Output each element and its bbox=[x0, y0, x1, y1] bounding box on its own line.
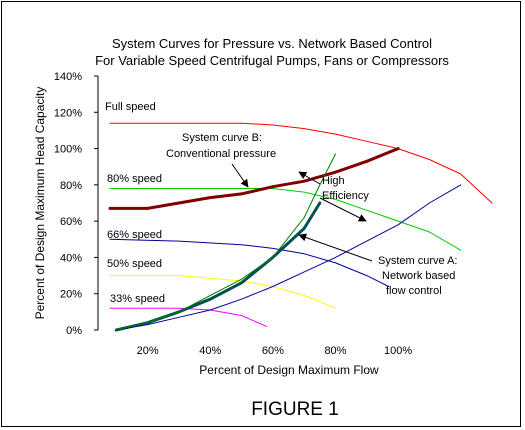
y-tick-label: 80% bbox=[60, 180, 82, 192]
label-50-speed: 50% speed bbox=[107, 258, 162, 270]
y-tick-label: 60% bbox=[60, 216, 82, 228]
label-curve-a-line1: System curve A: bbox=[378, 255, 457, 267]
figure-caption: FIGURE 1 bbox=[251, 399, 339, 420]
y-tick-labels: 0% 20% 40% 60% 80% 100% 120% 140% bbox=[54, 71, 98, 337]
x-tick-label: 20% bbox=[137, 345, 159, 357]
arrow-curve-a bbox=[298, 233, 373, 262]
y-tick-label: 120% bbox=[54, 107, 82, 119]
x-axis-label: Percent of Design Maximum Flow bbox=[199, 363, 379, 377]
y-tick-label: 100% bbox=[54, 144, 82, 156]
label-high-efficiency-line1: High bbox=[322, 175, 345, 187]
arrow-high-efficiency-up bbox=[298, 171, 321, 185]
x-tick-labels: 20% 40% 60% 80% 100% bbox=[137, 345, 413, 357]
label-80-speed: 80% speed bbox=[107, 173, 162, 185]
y-tick-label: 40% bbox=[60, 252, 82, 264]
arrow-curve-b bbox=[231, 163, 249, 188]
series-line-system-curve-b-conventional-pressure-5 bbox=[108, 147, 400, 210]
chart-subtitle: For Variable Speed Centrifugal Pumps, Fa… bbox=[95, 53, 449, 68]
series-layer bbox=[108, 122, 493, 332]
series-line-50-speed-3 bbox=[109, 275, 336, 309]
y-tick-label: 0% bbox=[66, 325, 82, 337]
annotations: Full speed 80% speed 66% speed 50% speed… bbox=[105, 101, 457, 305]
label-66-speed: 66% speed bbox=[107, 229, 162, 241]
x-tick-label: 100% bbox=[384, 345, 412, 357]
series-line-system-curve-a-network-based-flow-control-7 bbox=[115, 184, 462, 331]
label-curve-a-line2: Network based bbox=[382, 270, 455, 282]
y-axis-label: Percent of Design Maximum Head Capacity bbox=[33, 87, 47, 320]
label-curve-b-line1: System curve B: bbox=[182, 132, 262, 144]
label-full-speed: Full speed bbox=[105, 101, 156, 113]
arrow-high-efficiency-right bbox=[319, 197, 367, 222]
x-tick-label: 80% bbox=[324, 345, 346, 357]
y-tick-label: 140% bbox=[54, 71, 82, 83]
series-line-80-speed-1 bbox=[109, 188, 462, 251]
series-line-full-speed-0 bbox=[109, 122, 493, 204]
x-tick-label: 60% bbox=[262, 345, 284, 357]
label-33-speed: 33% speed bbox=[110, 293, 165, 305]
series-line-unlabeled-curve-8 bbox=[115, 153, 336, 331]
series-line-66-speed-2 bbox=[109, 238, 390, 287]
y-tick-label: 20% bbox=[60, 289, 82, 301]
series-line-33-speed-4 bbox=[109, 307, 268, 327]
x-tick-label: 40% bbox=[199, 345, 221, 357]
label-curve-a-line3: flow control bbox=[386, 285, 442, 297]
label-curve-b-line2: Conventional pressure bbox=[166, 148, 276, 160]
chart-title: System Curves for Pressure vs. Network B… bbox=[112, 36, 432, 51]
label-high-efficiency-line2: Efficiency bbox=[322, 190, 369, 202]
